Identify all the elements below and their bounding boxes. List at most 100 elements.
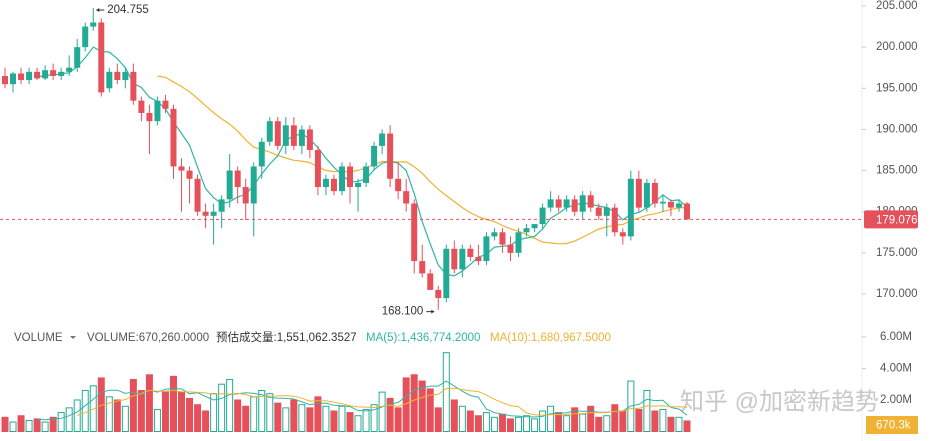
volume-y-tick-label: 4.00M [880,362,912,374]
volume-legend-current: VOLUME:670,260.0000 [87,332,209,344]
candle-body [379,133,386,146]
volume-bar [675,416,683,432]
candle-body [162,100,169,109]
last-price-box [864,210,918,229]
candle-body [298,129,305,146]
candle-body [595,207,602,216]
candle-body [419,261,426,274]
candle-body [138,100,145,113]
candle-body [338,166,345,192]
candle-body [635,178,642,208]
candle-body [539,207,546,225]
candle-body [451,248,458,270]
volume-bar [346,412,354,432]
y-tick-label: 190.000 [876,123,918,135]
volume-bar [627,380,635,432]
price-ma-line [36,46,688,277]
candle-body [106,71,113,89]
candle-body [555,199,562,208]
volume-bar [474,415,482,433]
y-tick-label: 200.000 [876,41,918,53]
candle-body [363,166,370,183]
candle-body [178,166,185,171]
volume-bar [226,378,234,433]
candle-body [547,199,554,208]
watermark: 知乎 @加密新趋势 [680,388,879,415]
candle-body [684,203,690,220]
volume-bar [1,416,9,432]
candle-body [58,71,65,76]
candle-body [282,125,289,146]
volume-bar [33,418,41,432]
volume-bar [362,408,370,433]
volume-bar [635,408,643,433]
volume-bar [9,421,17,433]
candle-body [330,178,337,192]
candle-body [170,108,177,167]
volume-bar [450,399,458,433]
volume-bar [330,410,338,432]
candle-body [210,211,217,216]
volume-bar [306,407,314,433]
volume-bar [178,391,186,433]
volume-ma-line [37,380,688,421]
volume-bar [314,396,322,432]
candle-body [395,178,402,192]
candle-body [98,22,105,93]
candle-body [258,141,265,167]
candle-body [266,121,273,142]
low-label: 168.100 [382,306,424,318]
volume-bar [482,412,490,432]
candle-body [154,100,161,122]
y-tick-label: 175.000 [876,247,918,259]
volume-bar [378,391,386,433]
candle-body [627,178,634,237]
volume-bar [354,415,362,433]
candle-body [18,73,25,81]
candle-body [507,244,514,253]
volume-bar [322,405,330,433]
high-arrow-head [96,8,100,13]
volume-bar [25,419,33,432]
candle-body [499,232,506,245]
volume-bar [587,405,595,433]
last-volume-box [866,416,918,434]
volume-ma-line [77,387,688,416]
candle-body [274,121,281,146]
low-arrow-head [431,309,435,314]
volume-legend-estimate: 预估成交量:1,551,062.3527 [216,330,357,344]
candle-body [563,199,570,208]
candle-body [675,203,682,208]
candle-body [250,166,257,204]
candle-body [10,73,17,85]
candle-body [306,129,313,151]
volume-bar [370,404,378,432]
candle-body [475,256,482,262]
candle-body [619,232,626,237]
volume-bar [274,402,282,432]
volume-bar [667,416,675,432]
candle-body [114,71,121,81]
candle-body [130,71,137,101]
volume-bar [563,415,571,433]
volume-bar [202,410,210,432]
candle-body [290,125,297,146]
volume-bar [595,416,603,432]
candle-body [42,70,49,79]
volume-bar [547,405,555,433]
last-price-label: 179.076 [876,214,918,226]
volume-bar [49,416,57,432]
candle-body [667,201,674,208]
volume-bar [386,397,394,432]
candle-body [26,71,33,81]
candle-body [427,273,434,290]
volume-bar [603,415,611,433]
volume-bar [218,383,226,432]
candle-body [491,232,498,237]
volume-bar [186,397,194,432]
dropdown-icon[interactable] [70,336,76,339]
volume-bar [121,405,129,433]
candle-body [611,207,618,233]
volume-bar [498,413,506,433]
high-label: 204.755 [107,4,149,16]
